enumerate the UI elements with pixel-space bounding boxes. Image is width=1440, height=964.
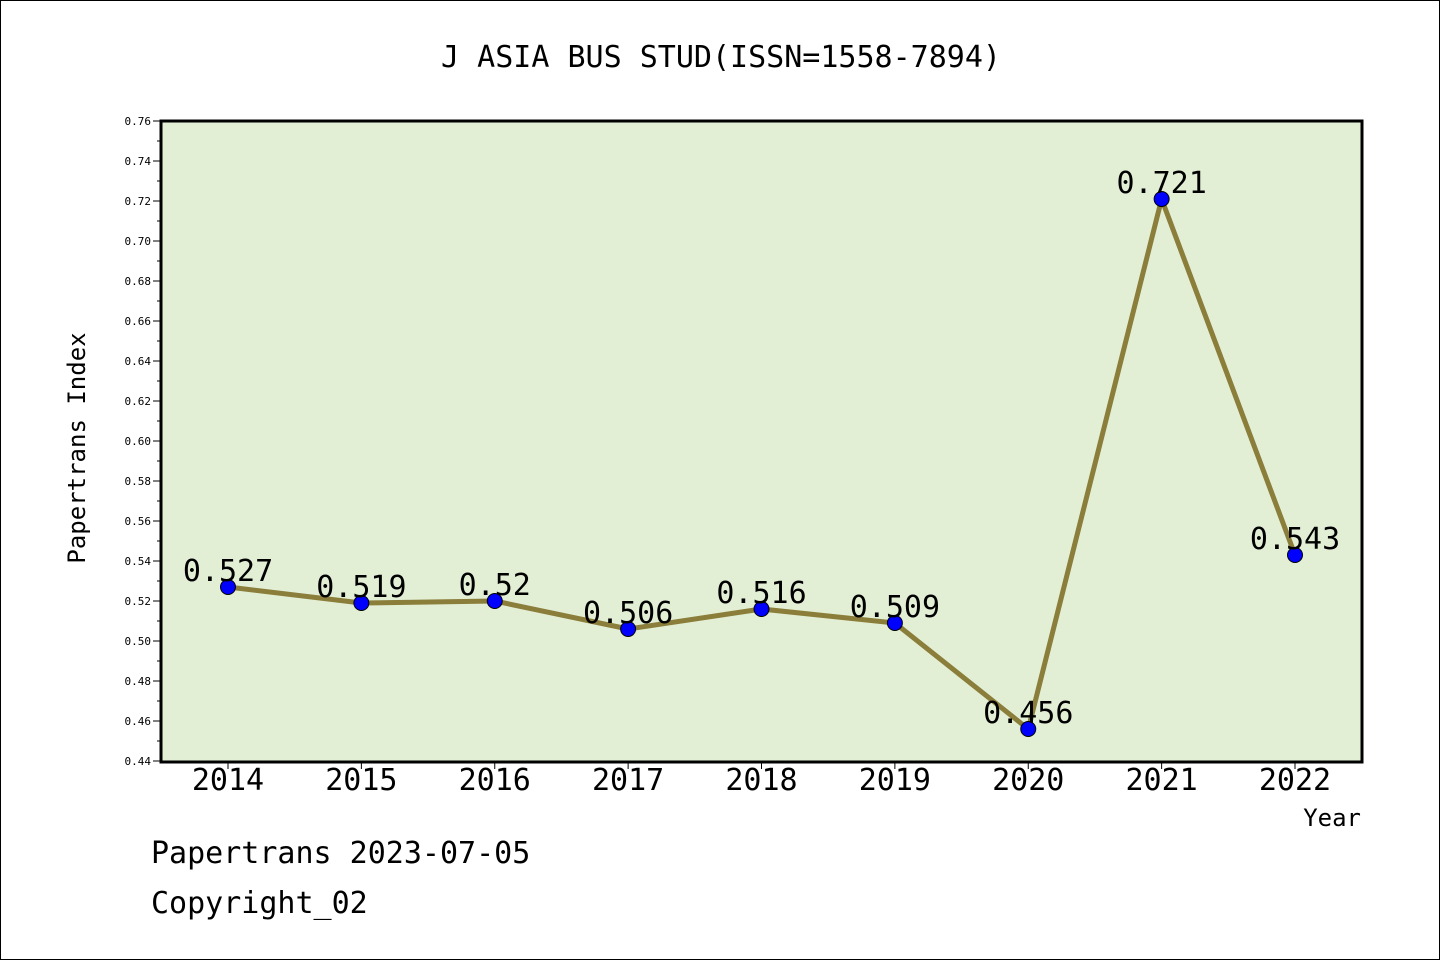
data-label: 0.456	[983, 696, 1073, 731]
data-label: 0.509	[850, 590, 940, 625]
data-label: 0.519	[316, 570, 406, 605]
data-label: 0.516	[716, 576, 806, 611]
x-tick-label: 2019	[859, 763, 931, 798]
x-axis-label: Year	[1303, 804, 1361, 832]
series-line	[220, 191, 1303, 737]
y-tick-label: 0.70	[125, 235, 152, 248]
y-axis: 0.44 0.46 0.48 0.50 0.52 0.54 0.56 0.58 0.60 0.62…	[125, 115, 161, 768]
data-label: 0.543	[1250, 522, 1340, 557]
y-tick-label: 0.46	[125, 715, 152, 728]
footer-copyright: Copyright_02	[151, 886, 368, 921]
data-label: 0.506	[583, 596, 673, 631]
y-axis-label: Papertrans Index	[63, 332, 91, 563]
data-point-marker	[220, 579, 236, 595]
x-tick-label: 2016	[459, 763, 531, 798]
x-tick-label: 2018	[725, 763, 797, 798]
data-point-marker	[1287, 547, 1303, 563]
y-tick-label: 0.74	[125, 155, 152, 168]
data-point-marker	[1020, 721, 1037, 737]
plot-area	[159, 119, 1364, 764]
y-tick-label: 0.54	[125, 555, 152, 568]
y-tick-label: 0.58	[125, 475, 152, 488]
y-tick-label: 0.62	[125, 395, 152, 408]
y-tick-label: 0.50	[125, 635, 152, 648]
data-point-marker	[886, 615, 903, 631]
y-tick-label: 0.56	[125, 515, 152, 528]
data-labels: 0.527 0.519 0.52 0.506 0.516 0.509 0.456 0.721 0…	[183, 166, 1340, 731]
y-tick-label: 0.48	[125, 675, 152, 688]
x-tick-label: 2017	[592, 763, 664, 798]
y-tick-label: 0.72	[125, 195, 152, 208]
x-axis: 2014 2015 2016 2017 2018 2019 2020 2021 2022	[192, 763, 1331, 798]
data-point-marker	[753, 601, 770, 617]
y-tick-label: 0.66	[125, 315, 152, 328]
x-tick-label: 2014	[192, 763, 264, 798]
data-label: 0.52	[459, 568, 531, 603]
footer-date: Papertrans 2023-07-05	[151, 836, 531, 871]
y-tick-label: 0.76	[125, 115, 152, 128]
data-point-marker	[620, 621, 637, 637]
x-tick-label: 2015	[325, 763, 397, 798]
x-tick-label: 2022	[1259, 763, 1331, 798]
y-tick-label: 0.52	[125, 595, 152, 608]
data-point-marker	[353, 595, 370, 611]
y-tick-label: 0.68	[125, 275, 152, 288]
y-tick-label: 0.60	[125, 435, 152, 448]
data-label: 0.527	[183, 554, 273, 589]
y-tick-label: 0.44	[125, 755, 152, 768]
x-tick-label: 2020	[992, 763, 1064, 798]
data-label: 0.721	[1116, 166, 1206, 201]
data-point-marker	[486, 593, 503, 609]
y-tick-label: 0.64	[125, 355, 152, 368]
data-point-marker	[1153, 191, 1170, 207]
chart-title: J ASIA BUS STUD(ISSN=1558-7894)	[441, 40, 1001, 75]
x-tick-label: 2021	[1126, 763, 1198, 798]
